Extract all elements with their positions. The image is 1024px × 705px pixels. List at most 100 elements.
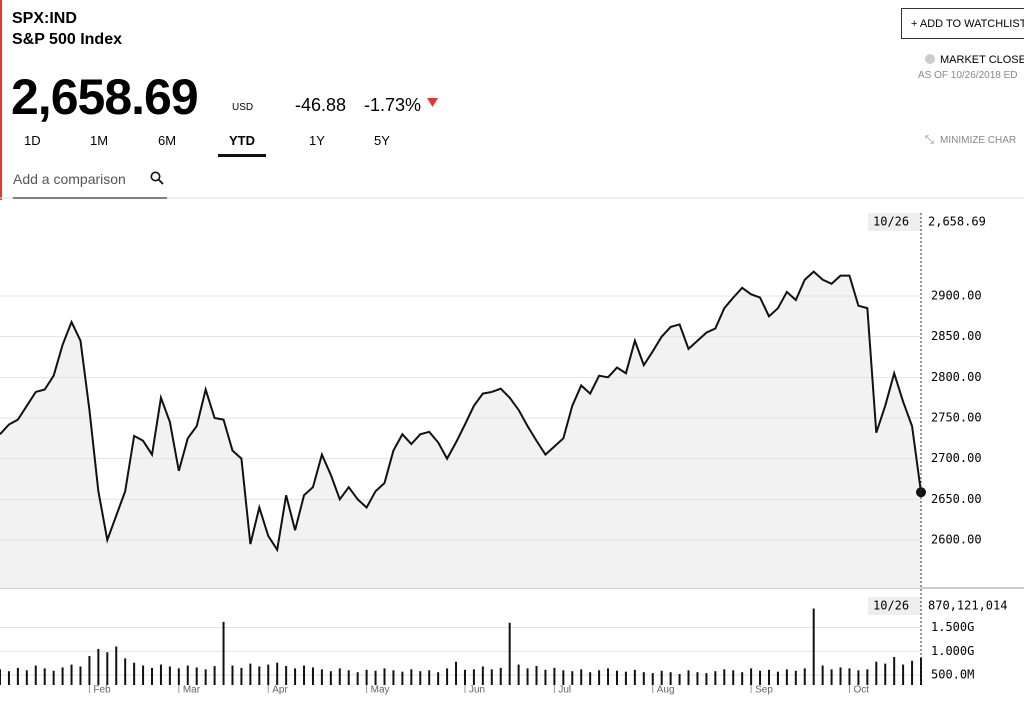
tab[interactable]: YTD <box>218 133 266 157</box>
watchlist-button[interactable]: + ADD TO WATCHLIST <box>901 8 1024 39</box>
volume-bar <box>365 669 368 685</box>
change: -46.88 <box>295 95 347 115</box>
volume-bar <box>669 672 672 685</box>
volume-bar <box>830 669 833 685</box>
volume-bar <box>526 668 529 685</box>
x-tick-label: May <box>371 685 390 696</box>
volume-bar <box>70 664 73 685</box>
volume-bar <box>651 673 654 685</box>
volume-bar <box>240 667 243 685</box>
volume-bar <box>338 668 341 685</box>
as-of: AS OF 10/26/2018 ED <box>918 70 1018 81</box>
tab[interactable]: 1Y <box>309 133 325 148</box>
volume-bar <box>875 661 878 685</box>
volume-bar <box>151 667 154 685</box>
volume-bar <box>61 667 64 685</box>
volume-bar <box>481 666 484 685</box>
accent-bar <box>0 0 2 200</box>
volume-bar <box>463 669 466 685</box>
volume-bar <box>133 662 136 685</box>
volume-bar <box>508 622 511 685</box>
index-name: S&P 500 Index <box>12 31 122 48</box>
x-tick-label: Mar <box>183 685 201 696</box>
volume-bar <box>615 670 618 685</box>
volume-bar <box>267 664 270 685</box>
last-value: 870,121,014 <box>928 599 1007 613</box>
volume-bar <box>231 665 234 685</box>
volume-bar <box>580 669 583 685</box>
volume-bar <box>374 670 377 685</box>
volume-bar <box>455 661 458 685</box>
volume-bar <box>285 666 288 685</box>
volume-bar <box>633 669 636 685</box>
last-point <box>916 487 926 498</box>
y-tick-label: 2600.00 <box>931 533 982 547</box>
last-badge <box>868 213 921 231</box>
volume-bar <box>562 670 565 685</box>
volume-bar <box>97 648 100 685</box>
volume-bar <box>204 669 207 685</box>
y-tick-label: 2850.00 <box>931 329 982 343</box>
volume-bar <box>893 656 896 685</box>
volume-bar <box>142 665 145 685</box>
down-arrow <box>427 98 438 107</box>
tab[interactable]: 1M <box>90 133 109 148</box>
volume-bar <box>329 671 332 685</box>
volume-bar <box>732 670 735 685</box>
last-value: 2,658.69 <box>928 215 986 229</box>
volume-bar <box>517 664 520 685</box>
x-tick-label: Feb <box>93 685 111 696</box>
volume-bar <box>696 672 699 685</box>
volume-bar <box>124 658 127 685</box>
change-pct: -1.73% <box>364 95 422 115</box>
minimize[interactable]: MINIMIZE CHAR <box>940 135 1017 146</box>
search-icon <box>150 171 164 185</box>
volume-bar <box>759 670 762 685</box>
volume-bar <box>589 672 592 685</box>
volume-bar <box>714 671 717 685</box>
x-tick-label: Oct <box>853 685 869 696</box>
volume-bar <box>920 657 922 685</box>
tab[interactable]: 1D <box>24 133 41 148</box>
y-tick-label: 1.500G <box>931 620 974 634</box>
volume-bar <box>258 666 261 685</box>
volume-bar <box>195 667 198 685</box>
minimize-icon: ⤡ <box>925 134 934 146</box>
y-tick-label: 1.000G <box>931 644 974 658</box>
y-tick-label: 2800.00 <box>931 370 982 384</box>
volume-bar <box>320 669 323 685</box>
volume-bar <box>839 667 842 685</box>
volume-bar <box>159 664 162 685</box>
y-tick-label: 2750.00 <box>931 410 982 424</box>
volume-bar <box>106 652 109 685</box>
volume-bar <box>428 670 431 685</box>
volume-bar <box>884 663 887 685</box>
status-dot <box>925 54 935 64</box>
x-tick-label: Apr <box>272 685 288 696</box>
volume-bar <box>472 669 475 685</box>
volume-bar <box>723 669 726 685</box>
volume-bar <box>168 666 171 685</box>
volume-bar <box>642 672 645 685</box>
volume-bar <box>571 671 574 685</box>
volume-bar <box>821 665 824 685</box>
volume-bar <box>88 656 91 685</box>
symbol: SPX:IND <box>12 10 77 27</box>
volume-bar <box>499 667 502 685</box>
volume-bar <box>222 621 225 685</box>
volume-bar <box>410 669 413 685</box>
last-badge <box>868 597 921 615</box>
tab[interactable]: 6M <box>158 133 177 148</box>
volume-bar <box>767 669 770 685</box>
volume-bar <box>705 673 708 685</box>
volume-bar <box>401 671 404 685</box>
last-date: 10/26 <box>873 599 909 613</box>
volume-bar <box>16 667 19 685</box>
tab[interactable]: 5Y <box>374 133 390 148</box>
x-tick-label: Jul <box>558 685 571 696</box>
volume-bar <box>678 674 681 685</box>
volume-bar <box>303 665 306 685</box>
volume-bar <box>741 672 744 685</box>
volume-bar <box>911 660 914 685</box>
